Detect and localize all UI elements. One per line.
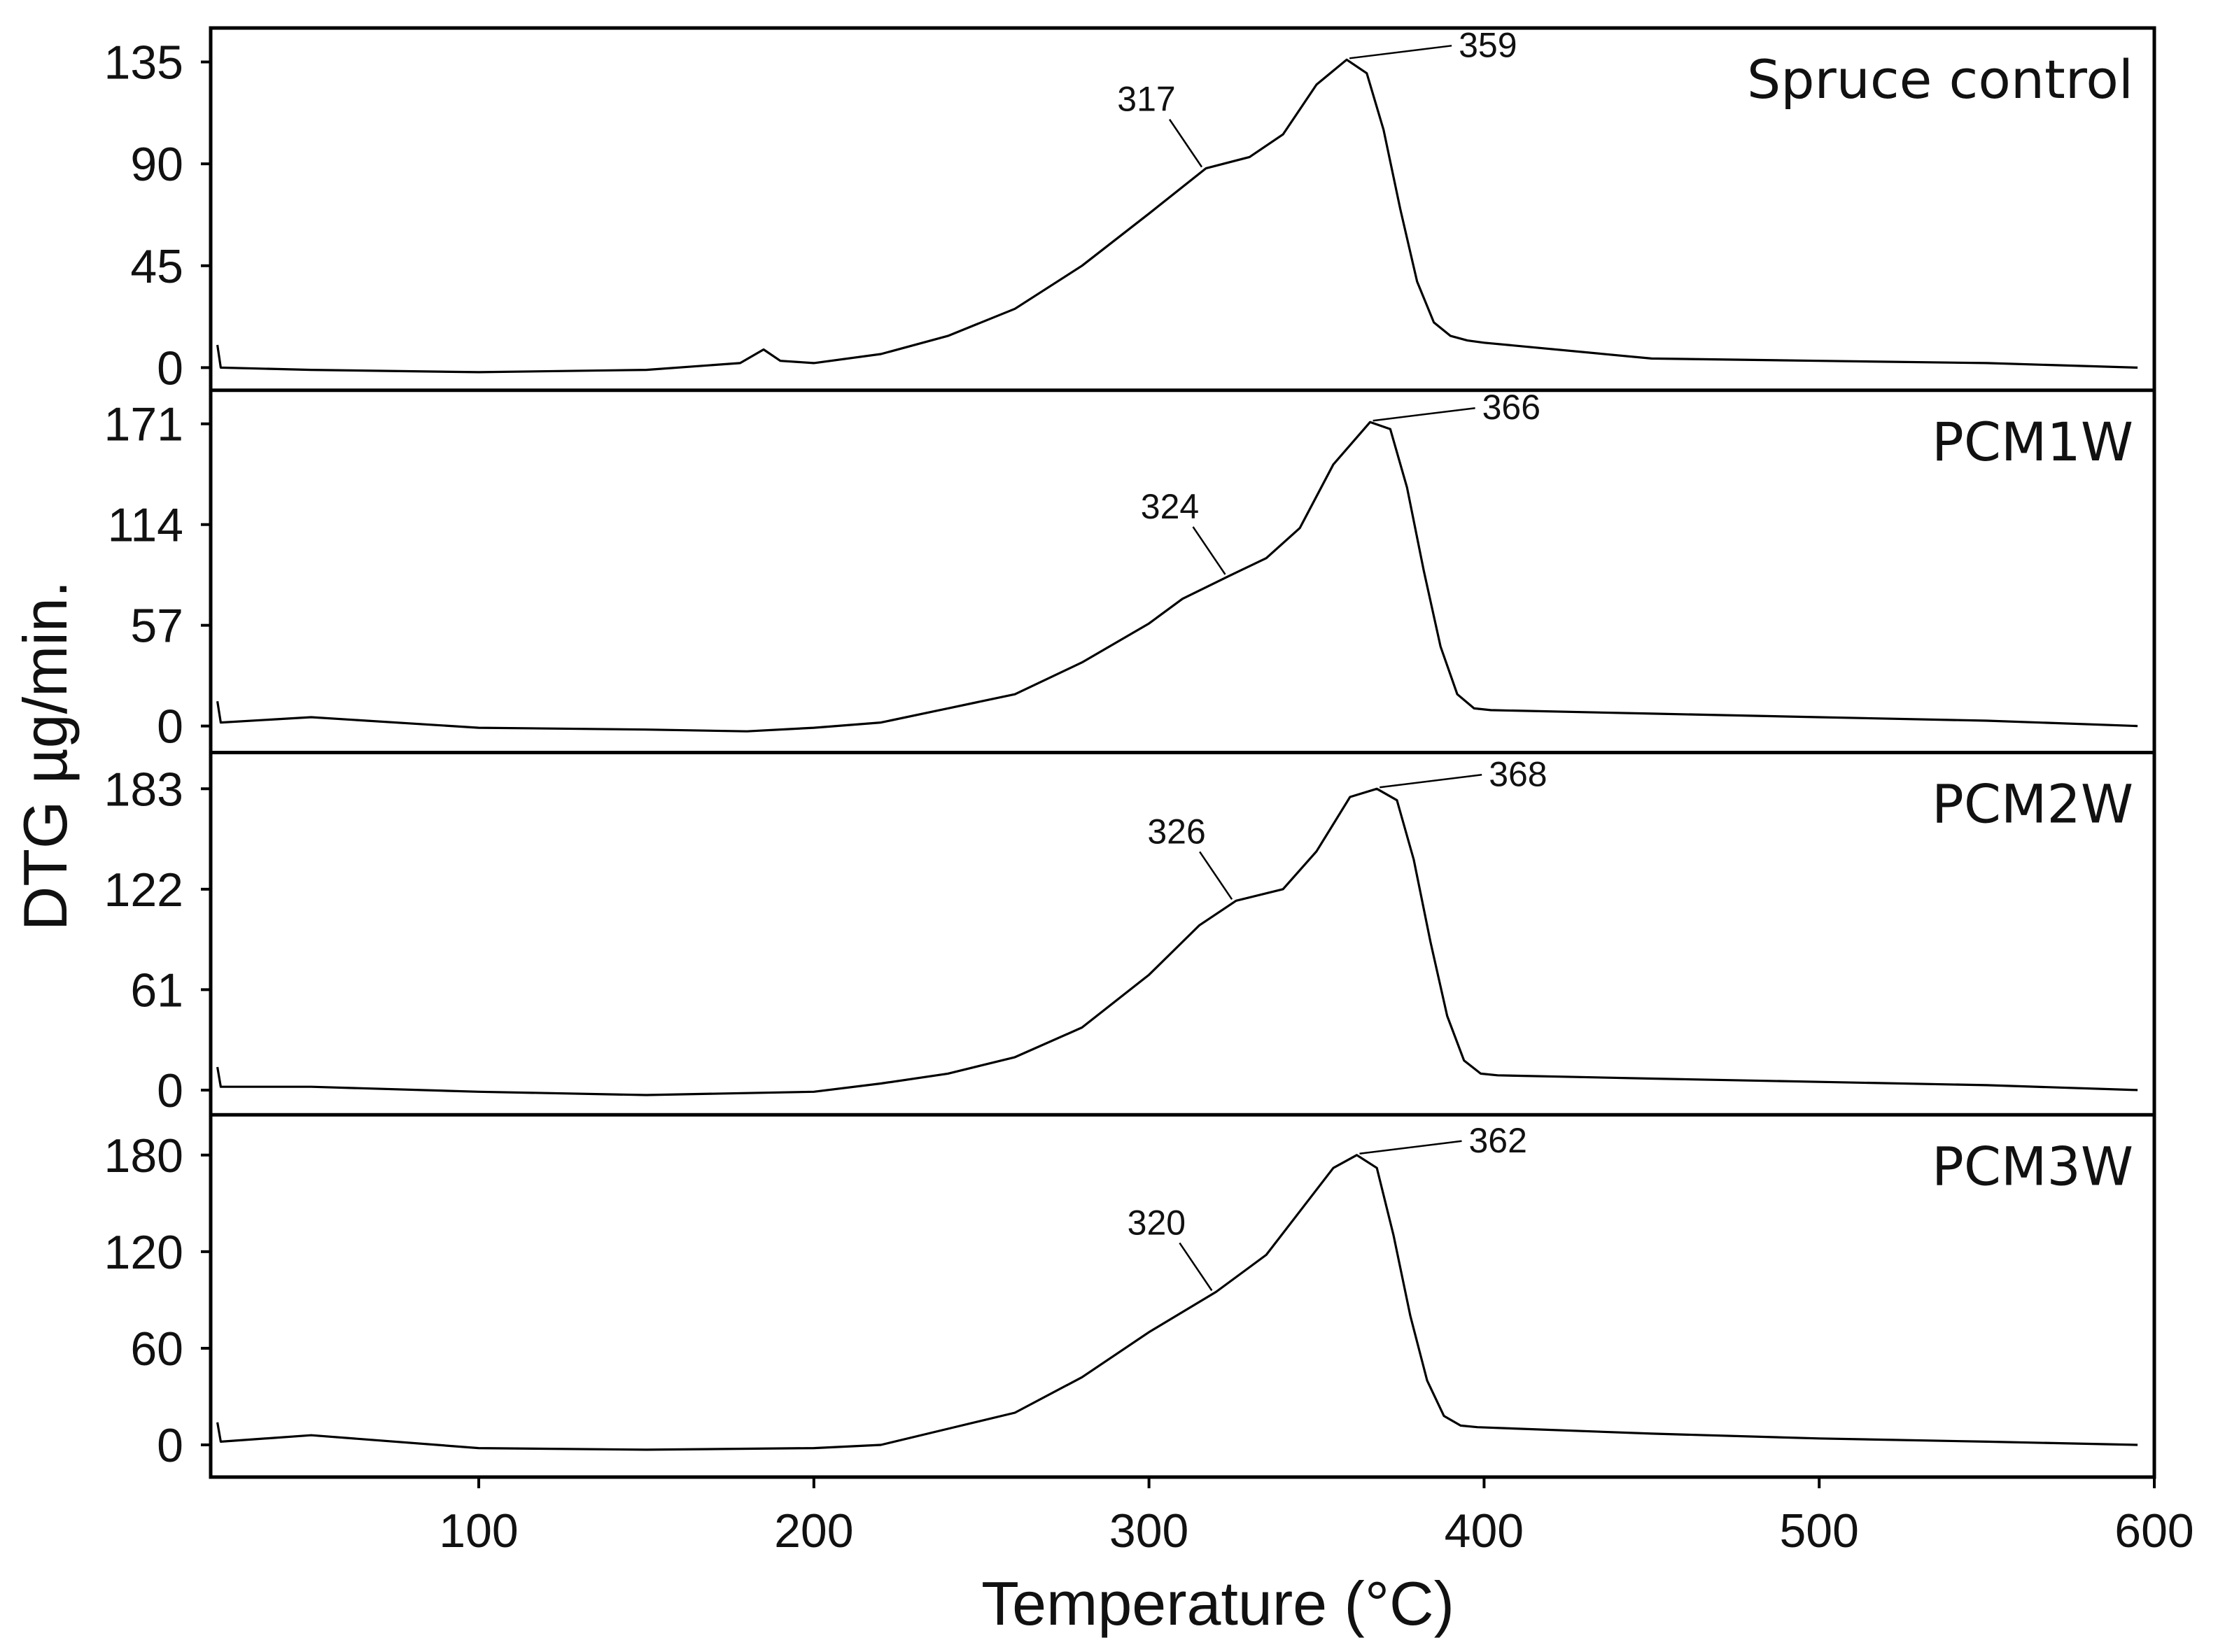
dtg-curve — [216, 58, 2138, 374]
peak-annotation: 362 — [1468, 1121, 1526, 1160]
y-tick-label: 0 — [157, 341, 183, 395]
panel-1: 0 57 114 171 PCM1W 324 366 — [104, 388, 2154, 754]
annotation-leader — [1380, 774, 1482, 789]
y-tick-label: 114 — [108, 499, 183, 552]
shoulder-annotation: 317 — [1117, 80, 1175, 119]
panel-0: 0 45 90 135 Spruce control 317 359 — [104, 25, 2138, 395]
x-tick-label: 300 — [1109, 1504, 1188, 1558]
dtg-curve — [216, 421, 2138, 733]
annotation-leader — [1199, 851, 1233, 901]
y-tick-label: 122 — [104, 863, 183, 917]
peak-annotation: 368 — [1489, 754, 1547, 793]
sample-label: PCM3W — [1932, 1135, 2133, 1197]
annotation-leader — [1373, 407, 1475, 422]
y-tick-label: 0 — [157, 1419, 183, 1472]
y-tick-label: 180 — [104, 1129, 183, 1182]
panel-2: 0 61 122 183 PCM2W 326 368 — [104, 751, 2154, 1117]
annotation-leader — [1349, 45, 1452, 59]
x-axis: 100 200 300 400 500 600 — [439, 1477, 2194, 1558]
y-tick-label: 171 — [104, 398, 183, 451]
shoulder-annotation: 324 — [1141, 487, 1199, 526]
x-tick-label: 500 — [1779, 1504, 1858, 1558]
y-tick-label: 0 — [157, 1064, 183, 1117]
annotation-leader — [1168, 118, 1203, 168]
y-tick-label: 60 — [130, 1322, 183, 1376]
panel-3: 0 60 120 180 PCM3W 320 362 — [104, 1113, 2154, 1472]
shoulder-annotation: 320 — [1128, 1203, 1186, 1242]
dtg-curve — [216, 787, 2138, 1096]
y-tick-label: 120 — [104, 1226, 183, 1279]
dtg-curve — [216, 1154, 2138, 1451]
y-tick-label: 61 — [130, 963, 183, 1017]
shoulder-annotation: 326 — [1147, 812, 1205, 851]
peak-annotation: 359 — [1459, 25, 1517, 64]
x-tick-label: 100 — [439, 1504, 518, 1558]
chart-panels: 0 45 90 135 Spruce control 317 359 0 57 114 171 PCM… — [104, 25, 2154, 1472]
peak-annotation: 366 — [1482, 388, 1540, 427]
x-tick-label: 600 — [2114, 1504, 2194, 1558]
x-axis-title: Temperature (°C) — [981, 1569, 1454, 1638]
sample-label: Spruce control — [1747, 48, 2133, 111]
y-tick-label: 57 — [130, 600, 183, 653]
plot-frame — [209, 26, 2156, 1479]
y-tick-label: 135 — [104, 36, 183, 90]
x-tick-label: 200 — [774, 1504, 853, 1558]
sample-label: PCM1W — [1932, 411, 2133, 473]
y-tick-label: 183 — [104, 763, 183, 816]
x-tick-label: 400 — [1445, 1504, 1524, 1558]
annotation-leader — [1359, 1140, 1462, 1155]
y-tick-label: 45 — [130, 240, 183, 293]
y-axis-title: DTG µg/min. — [10, 581, 80, 931]
annotation-leader — [1179, 1242, 1213, 1292]
y-tick-label: 90 — [130, 138, 183, 191]
sample-label: PCM2W — [1932, 773, 2133, 835]
annotation-leader — [1192, 526, 1226, 575]
y-tick-label: 0 — [157, 700, 183, 754]
